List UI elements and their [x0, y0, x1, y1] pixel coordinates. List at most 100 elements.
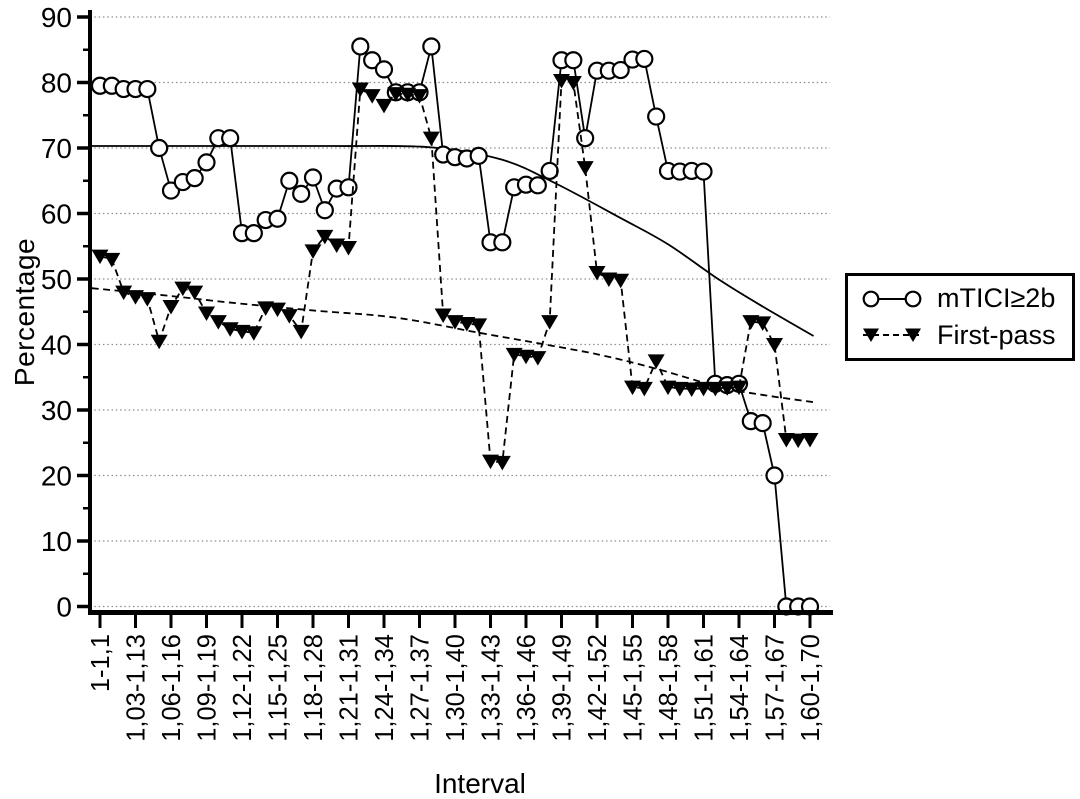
circle-marker	[150, 138, 169, 158]
triangle-marker	[742, 315, 760, 330]
x-tick-labels: 1-1,1 1,03-1,13 1,06-1,16 1,09-1,19 1,12-1,2…	[87, 634, 825, 742]
circle-marker	[280, 171, 299, 190]
triangle-marker	[340, 241, 357, 256]
x-tick-label: 1,51-1,61	[691, 634, 719, 742]
triangle-marker	[399, 87, 417, 103]
triangle-marker	[209, 315, 227, 330]
triangle-marker	[103, 252, 121, 268]
circle-marker	[268, 209, 287, 228]
circle-marker	[351, 37, 370, 56]
triangle-marker	[292, 324, 310, 340]
triangle-marker	[434, 308, 452, 324]
triangle-marker	[718, 381, 736, 396]
circle-marker	[292, 184, 311, 203]
triangle-marker	[127, 290, 144, 305]
x-tick-label: 1,24-1,34	[371, 634, 399, 742]
x-tick-label: 1,09-1,19	[194, 634, 222, 742]
x-tick-label: 1,45-1,55	[620, 634, 648, 742]
triangle-marker	[458, 317, 476, 332]
triangle-marker	[245, 326, 263, 341]
triangle-marker	[588, 265, 606, 281]
y-axis-title: Percentage	[9, 237, 40, 387]
triangle-marker	[789, 433, 807, 449]
circle-line-marker-icon	[862, 290, 922, 308]
x-tick-label: 1-1,1	[87, 634, 115, 692]
circle-marker	[765, 466, 784, 485]
triangle-marker	[777, 432, 795, 448]
x-tick-label: 1,15-1,25	[265, 634, 293, 742]
x-tick-label: 1,27-1,37	[407, 634, 435, 742]
circle-marker	[469, 146, 488, 165]
legend: mTICI≥2b First-pass	[845, 273, 1075, 361]
y-tick-label: 20	[41, 461, 72, 492]
triangle-marker	[612, 273, 630, 289]
axes	[77, 10, 833, 628]
triangle-marker	[186, 285, 204, 301]
x-tick-label: 1,30-1,40	[442, 634, 470, 742]
circle-marker	[197, 153, 216, 172]
triangle-marker	[493, 455, 511, 471]
series-mtici-markers	[90, 37, 820, 616]
y-tick-label: 80	[41, 68, 72, 99]
y-tick-labels: 0 10 20 30 40 50 60 70 80 90	[41, 2, 72, 623]
triangle-marker	[659, 380, 677, 396]
y-tick-label: 10	[41, 526, 72, 557]
triangle-marker	[316, 229, 334, 245]
triangle-marker	[754, 316, 772, 331]
y-tick-label: 90	[41, 2, 72, 33]
triangle-marker	[280, 309, 298, 324]
circle-marker	[303, 168, 323, 187]
x-tick-label: 1,06-1,16	[158, 634, 186, 742]
triangle-marker	[375, 98, 393, 114]
triangle-marker	[564, 76, 582, 91]
circle-marker	[611, 60, 630, 80]
circle-marker	[244, 224, 263, 243]
triangle-marker	[600, 272, 618, 287]
triangle-marker	[446, 315, 464, 330]
triangle-marker	[363, 89, 381, 104]
circle-marker	[694, 162, 713, 181]
legend-entry-mtici: mTICI≥2b	[860, 285, 1072, 312]
circle-marker	[576, 129, 595, 148]
triangle-marker	[647, 354, 665, 369]
triangle-marker	[683, 382, 701, 398]
triangle-marker	[766, 338, 783, 353]
triangle-marker	[482, 454, 499, 470]
triangle-marker	[150, 334, 168, 350]
x-tick-label: 1,18-1,28	[300, 634, 328, 742]
x-tick-label: 1,54-1,64	[726, 634, 754, 742]
triangle-marker	[198, 306, 215, 322]
circle-marker	[540, 161, 559, 181]
triangle-dashed-line-marker-icon	[863, 328, 921, 343]
circle-marker	[221, 129, 240, 148]
circle-marker	[635, 49, 654, 69]
triangle-marker	[470, 318, 488, 333]
circle-marker	[138, 79, 157, 99]
trend-line-mtici	[91, 145, 815, 337]
x-axis-title: Interval	[434, 768, 526, 799]
y-tick-label: 0	[56, 592, 72, 623]
triangle-marker	[706, 381, 724, 397]
x-tick-label: 1,42-1,52	[584, 634, 612, 742]
triangle-marker	[695, 381, 712, 397]
triangle-marker	[635, 381, 653, 397]
x-tick-label: 1,03-1,13	[123, 634, 151, 742]
triangle-marker	[576, 161, 594, 176]
series-firstpass-line	[99, 79, 811, 464]
x-tick-label: 1,36-1,46	[513, 634, 541, 742]
legend-label-firstpass: First-pass	[937, 319, 1056, 350]
triangle-marker	[517, 349, 535, 365]
triangle-marker	[529, 351, 547, 366]
triangle-marker	[115, 285, 133, 301]
triangle-marker	[422, 131, 440, 147]
circle-marker	[493, 233, 512, 252]
x-tick-label: 1,48-1,58	[655, 634, 683, 742]
triangle-marker	[624, 380, 641, 396]
y-tick-label: 60	[41, 199, 72, 230]
circle-marker	[363, 51, 382, 70]
gridlines	[90, 16, 830, 608]
triangle-marker	[257, 301, 275, 316]
series-firstpass-markers	[91, 74, 819, 471]
